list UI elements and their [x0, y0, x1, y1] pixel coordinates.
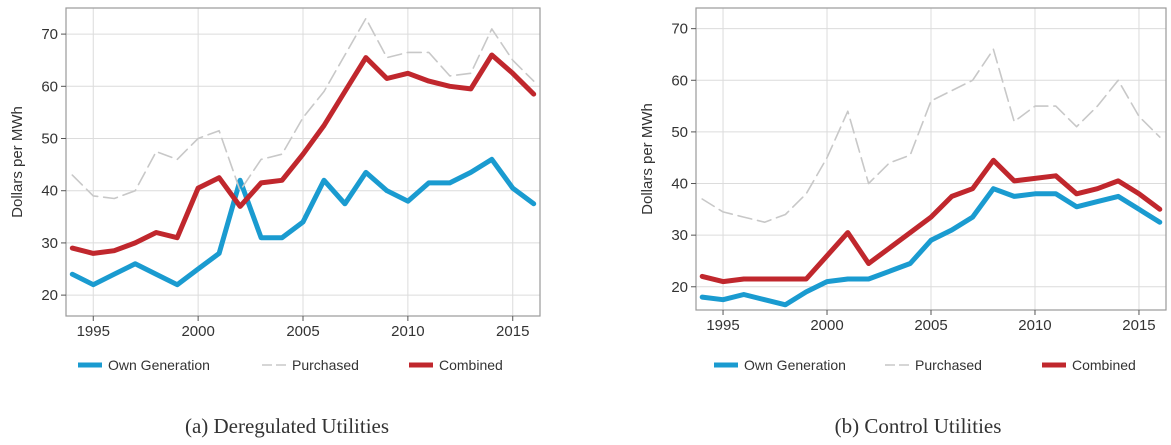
x-tick-label: 2000	[810, 317, 843, 334]
purchased-series-line	[701, 48, 1161, 223]
y-tick-label: 40	[671, 176, 688, 193]
x-tick-label: 2005	[286, 323, 319, 340]
y-tick-label: 50	[671, 124, 688, 141]
chart-panel-deregulated: 1995 2000 2005 2010 2015 20 30 40 50 60 70 Dollars …	[0, 0, 585, 445]
y-axis-label: Dollars per MWh	[9, 106, 26, 218]
figure-caption: (a) Deregulated Utilities	[185, 414, 389, 438]
y-axis-label: Dollars per MWh	[639, 103, 656, 215]
x-tick-label: 1995	[706, 317, 739, 334]
y-tick-label: 30	[41, 235, 58, 252]
control-utilities-chart: 1995 2000 2005 2010 2015 20 30 40 50 60 70 Dollars …	[639, 7, 1167, 438]
own-generation-series-line	[69, 156, 537, 288]
y-tick-label: 50	[41, 131, 58, 148]
x-tick-label: 2005	[914, 317, 947, 334]
y-tick-label: 20	[671, 279, 688, 296]
y-tick-label: 30	[671, 227, 688, 244]
combined-series-line	[699, 157, 1163, 285]
y-tick-label: 60	[671, 72, 688, 89]
y-tick-label: 60	[41, 78, 58, 95]
y-tick-label: 70	[671, 21, 688, 38]
deregulated-utilities-chart: 1995 2000 2005 2010 2015 20 30 40 50 60 70 Dollars …	[9, 7, 541, 438]
legend-label-combined: Combined	[439, 357, 503, 373]
legend-label-combined: Combined	[1072, 357, 1136, 373]
legend-label-purchased: Purchased	[915, 357, 982, 373]
legend-label-own-generation: Own Generation	[744, 357, 846, 373]
chart-panel-control: 1995 2000 2005 2010 2015 20 30 40 50 60 70 Dollars …	[586, 0, 1171, 445]
legend-label-own-generation: Own Generation	[108, 357, 210, 373]
purchased-series-line	[71, 17, 535, 200]
combined-series-line	[69, 52, 537, 256]
figure-caption: (b) Control Utilities	[835, 414, 1002, 438]
y-tick-label: 20	[41, 287, 58, 304]
own-generation-series-line	[699, 186, 1163, 308]
legend-label-purchased: Purchased	[292, 357, 359, 373]
x-tick-label: 1995	[77, 323, 110, 340]
x-tick-label: 2010	[391, 323, 424, 340]
y-tick-label: 70	[41, 26, 58, 43]
x-tick-label: 2015	[496, 323, 529, 340]
x-tick-label: 2010	[1018, 317, 1051, 334]
y-tick-label: 40	[41, 183, 58, 200]
x-tick-label: 2000	[181, 323, 214, 340]
x-tick-label: 2015	[1122, 317, 1155, 334]
